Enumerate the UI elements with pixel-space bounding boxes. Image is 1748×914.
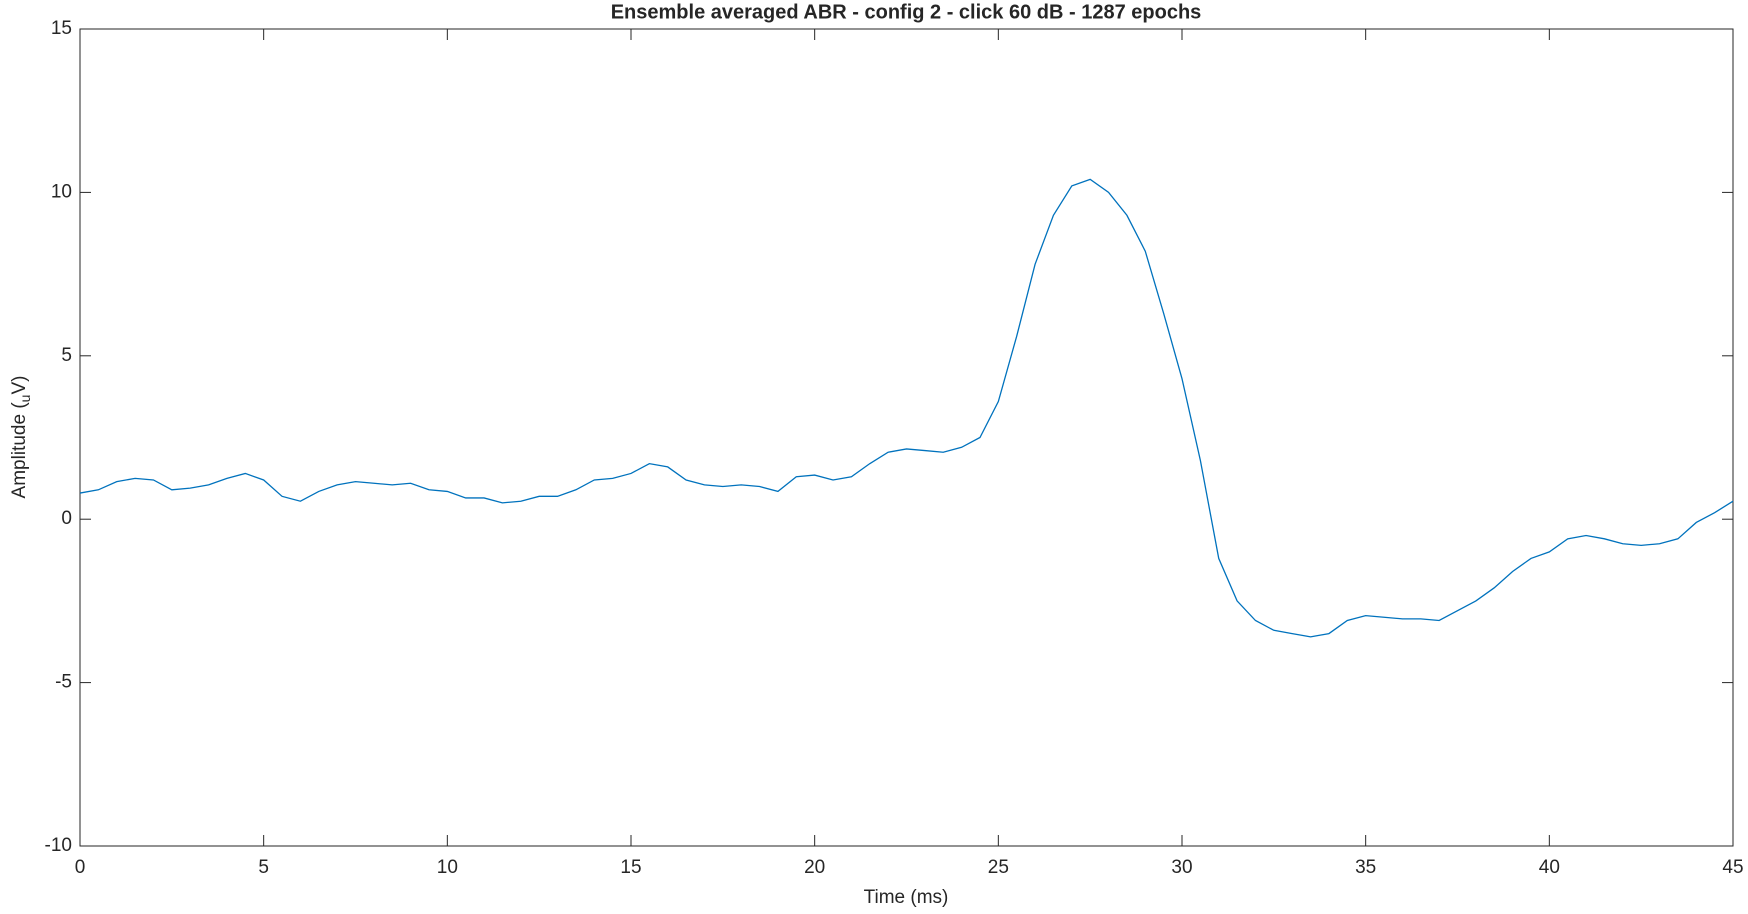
x-tick-label: 45 [1722, 857, 1743, 878]
y-label-subscript: u [17, 395, 33, 403]
y-label-part: V) [9, 376, 30, 395]
chart-title: Ensemble averaged ABR - config 2 - click… [611, 1, 1202, 23]
y-axis-label: Amplitude (uV) [9, 376, 33, 499]
x-tick-label: 30 [1171, 857, 1192, 878]
y-tick-label: 5 [61, 345, 72, 366]
x-tick-label: 15 [620, 857, 641, 878]
y-tick-label: 15 [51, 18, 72, 39]
y-tick-label: -10 [45, 835, 72, 856]
axes-box [79, 28, 1734, 847]
y-tick-label: 10 [51, 181, 72, 202]
data-line [79, 178, 1734, 638]
y-tick-label: 0 [61, 508, 72, 529]
x-tick-label: 0 [75, 857, 86, 878]
x-tick-label: 10 [437, 857, 458, 878]
x-tick-label: 35 [1355, 857, 1376, 878]
x-tick-label: 5 [258, 857, 269, 878]
y-label-part: Amplitude ( [9, 402, 30, 499]
y-tick-label: -5 [55, 672, 72, 693]
x-tick-label: 40 [1539, 857, 1560, 878]
x-tick-label: 25 [988, 857, 1009, 878]
x-tick-label: 20 [804, 857, 825, 878]
x-axis-label: Time (ms) [864, 887, 949, 908]
